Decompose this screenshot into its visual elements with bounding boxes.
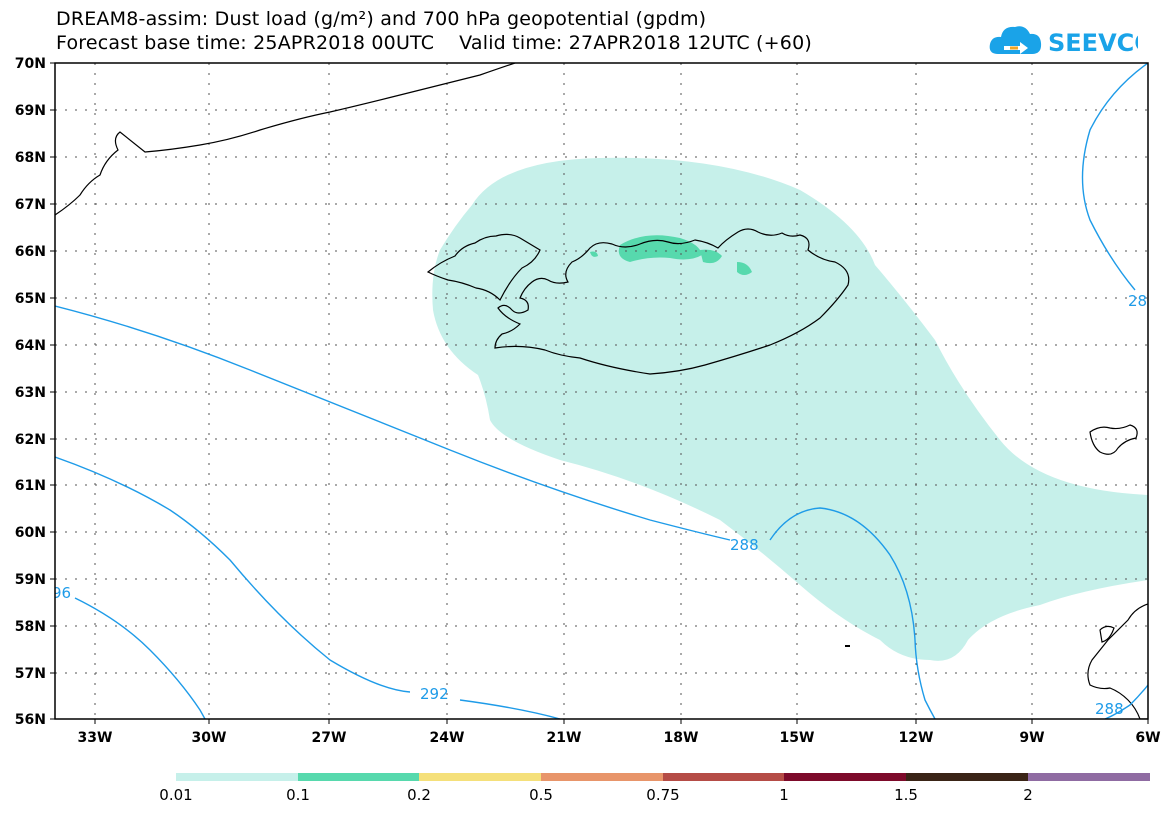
lat-label: 61N — [15, 478, 46, 494]
coastlines — [55, 63, 1148, 719]
axis-ticks — [50, 62, 1149, 724]
contour-label: 292 — [420, 685, 449, 703]
contour-296 — [74, 597, 206, 719]
colorbar-swatch — [663, 773, 784, 781]
contour-label: 96 — [52, 584, 71, 602]
lon-label: 21W — [547, 730, 582, 746]
faroe-coast — [1089, 424, 1138, 455]
colorbar-label: 0.5 — [529, 786, 553, 804]
lon-label: 18W — [664, 730, 699, 746]
lon-label: 33W — [78, 730, 113, 746]
lat-label: 56N — [15, 712, 46, 728]
contour-288 — [769, 507, 936, 719]
lat-label: 59N — [15, 572, 46, 588]
lon-label: 24W — [430, 730, 465, 746]
lat-label: 66N — [15, 244, 46, 260]
colorbar-swatch — [541, 773, 663, 781]
colorbar-label: 1 — [779, 786, 789, 804]
contour-292 — [55, 456, 411, 693]
colorbar-swatch — [298, 773, 419, 781]
iceland-westfjords — [426, 233, 541, 302]
lat-label: 57N — [15, 666, 46, 682]
lon-label: 30W — [192, 730, 227, 746]
lat-label: 67N — [15, 197, 46, 213]
lon-label: 6W — [1135, 730, 1160, 746]
colorbar-swatch — [176, 773, 298, 781]
contour-label: 288 — [730, 536, 759, 554]
colorbar — [176, 773, 1150, 781]
lat-label: 70N — [15, 56, 46, 72]
lat-label: 68N — [15, 150, 46, 166]
colorbar-swatch — [419, 773, 541, 781]
colorbar-label: 0.1 — [286, 786, 310, 804]
map-title-line2: Forecast base time: 25APR2018 00UTC Vali… — [56, 32, 812, 54]
greenland-coast — [55, 63, 516, 216]
contour-288-se — [1104, 684, 1148, 719]
contour-288 — [55, 305, 731, 541]
contour-label: 28 — [1128, 292, 1147, 310]
map-title-line1: DREAM8-assim: Dust load (g/m²) and 700 h… — [56, 8, 707, 30]
lon-label: 9W — [1019, 730, 1044, 746]
colorbar-swatch — [784, 773, 906, 781]
colorbar-label: 1.5 — [894, 786, 918, 804]
lat-label: 65N — [15, 291, 46, 307]
lon-label: 27W — [312, 730, 347, 746]
lat-label: 69N — [15, 103, 46, 119]
colorbar-swatch — [1028, 773, 1150, 781]
contour-284 — [1081, 63, 1148, 291]
lat-label: 58N — [15, 619, 46, 635]
lat-label: 64N — [15, 338, 46, 354]
colorbar-label: 0.2 — [407, 786, 431, 804]
geopotential-contours — [55, 63, 1148, 719]
dust-patch-mid — [737, 262, 752, 275]
dust-patch-mid — [700, 249, 722, 264]
lon-label: 12W — [899, 730, 934, 746]
graticule — [55, 63, 1148, 719]
lon-label: 15W — [780, 730, 815, 746]
colorbar-label: 2 — [1023, 786, 1033, 804]
iceland-coast — [494, 228, 850, 375]
contour-label: 288 — [1095, 700, 1124, 718]
dust-patch-mid — [590, 251, 598, 257]
colorbar-swatch — [906, 773, 1028, 781]
scotland-coast — [1087, 603, 1148, 719]
contour-292 — [459, 699, 561, 719]
lat-label: 62N — [15, 432, 46, 448]
lat-label: 60N — [15, 525, 46, 541]
dust-plume-low — [432, 157, 1148, 661]
lat-label: 63N — [15, 385, 46, 401]
map-frame — [54, 62, 1149, 720]
hebrides-coast — [1099, 625, 1115, 643]
colorbar-label: 0.01 — [159, 786, 192, 804]
dust-patch-mid — [618, 235, 702, 262]
colorbar-label: 0.75 — [646, 786, 679, 804]
